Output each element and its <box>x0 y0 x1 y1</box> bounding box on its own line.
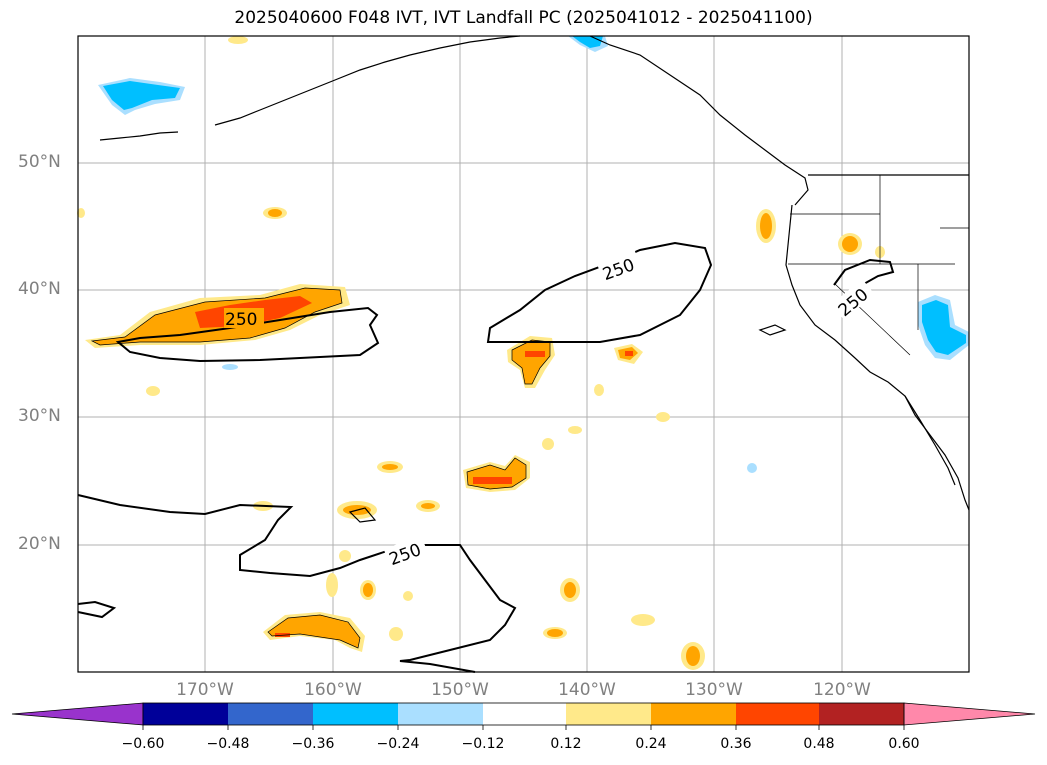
aleutian-chain <box>214 35 521 126</box>
lat-label-30n: 30°N <box>18 406 61 426</box>
lat-label-20n: 20°N <box>18 534 61 554</box>
aleutian-west <box>99 131 179 141</box>
colorbar-tick: −0.24 <box>376 736 420 752</box>
island-small-1 <box>758 324 787 336</box>
colorbar-extend-high <box>903 702 1036 726</box>
us-west-coast <box>785 204 970 511</box>
baja-peninsula <box>904 395 956 486</box>
colorbar-tick: −0.60 <box>121 736 165 752</box>
contour-central <box>486 241 713 343</box>
colorbar-tick: 0.24 <box>635 736 667 752</box>
contour-label-west: 250 <box>225 310 257 330</box>
lon-label-120w: 120°W <box>813 680 871 700</box>
colorbar-extend-low <box>11 702 144 726</box>
colorbar-tick: 0.48 <box>803 736 835 752</box>
lat-label-50n: 50°N <box>18 152 61 172</box>
contour-south <box>77 494 517 673</box>
hawaii-area <box>348 507 377 523</box>
colorbar-tick: −0.36 <box>291 736 335 752</box>
lon-label-130w: 130°W <box>685 680 743 700</box>
alaska-coast <box>589 35 809 206</box>
colorbar-tick: 0.60 <box>888 736 920 752</box>
colorbar <box>11 702 1036 730</box>
state-borders <box>788 175 969 356</box>
lon-label-140w: 140°W <box>558 680 616 700</box>
lon-label-150w: 150°W <box>431 680 489 700</box>
contour-labels: 250 250 250 250 <box>224 244 875 570</box>
contour-west <box>115 306 380 363</box>
lat-label-40n: 40°N <box>18 279 61 299</box>
coastlines <box>99 35 970 523</box>
colorbar-tick: −0.12 <box>461 736 505 752</box>
colorbar-tick: −0.48 <box>206 736 250 752</box>
map-frame <box>77 35 970 673</box>
gridlines <box>78 36 969 672</box>
map-title: 2025040600 F048 IVT, IVT Landfall PC (20… <box>234 8 813 28</box>
colorbar-tick: 0.12 <box>550 736 582 752</box>
colorbar-tick: 0.36 <box>720 736 752 752</box>
lon-label-160w: 160°W <box>304 680 362 700</box>
contour-sw <box>77 600 117 619</box>
lon-label-170w: 170°W <box>176 680 234 700</box>
